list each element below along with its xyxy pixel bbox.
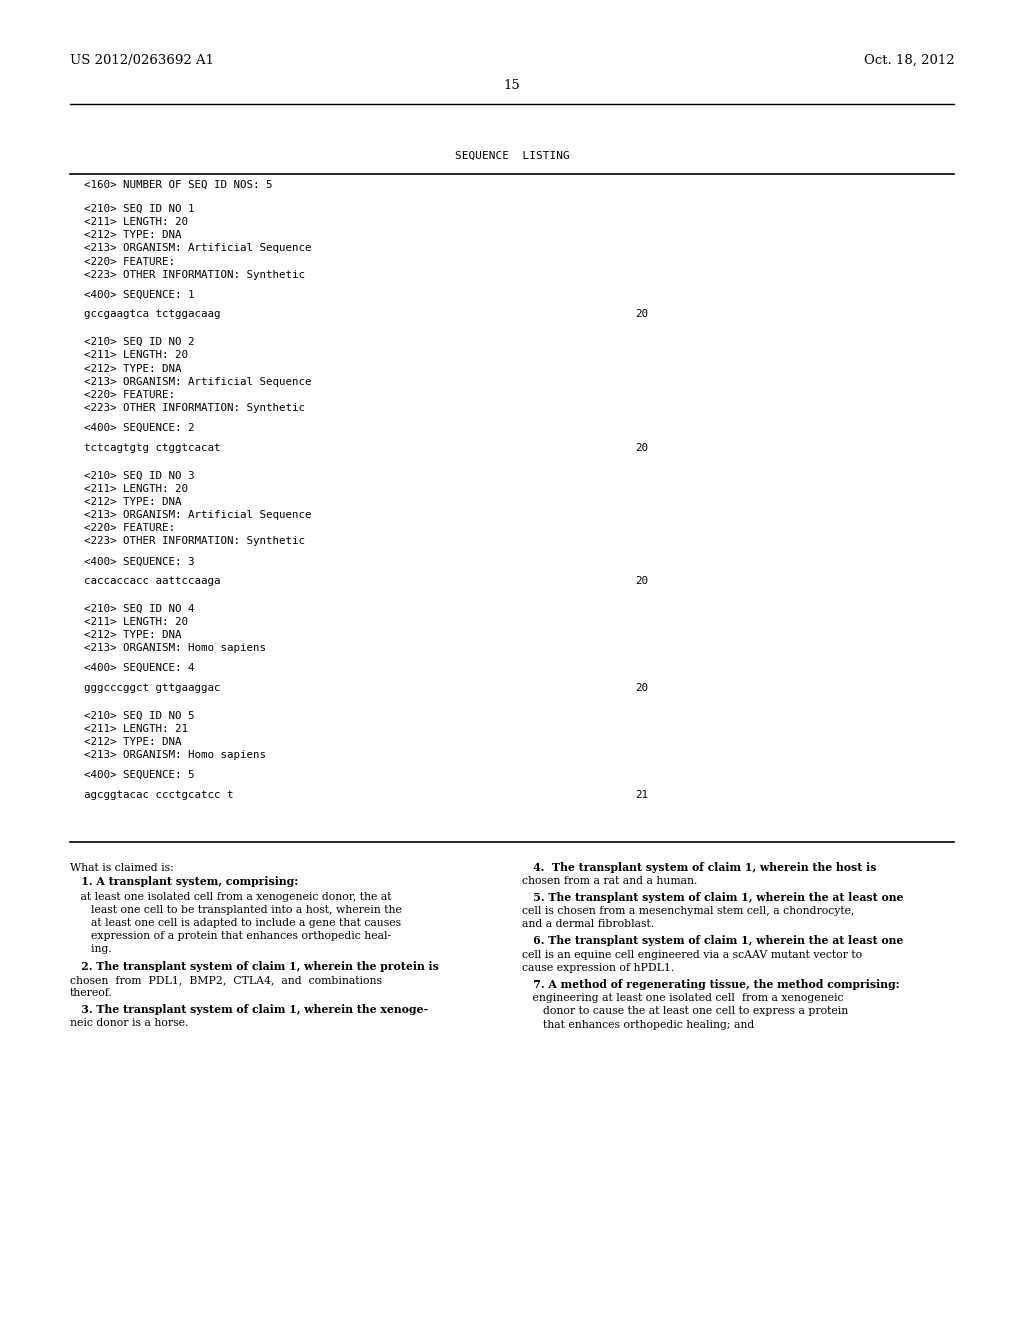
- Text: cell is chosen from a mesenchymal stem cell, a chondrocyte,: cell is chosen from a mesenchymal stem c…: [522, 906, 855, 916]
- Text: least one cell to be transplanted into a host, wherein the: least one cell to be transplanted into a…: [70, 904, 401, 915]
- Text: <211> LENGTH: 20: <211> LENGTH: 20: [84, 483, 188, 494]
- Text: <400> SEQUENCE: 4: <400> SEQUENCE: 4: [84, 663, 195, 673]
- Text: 1. A transplant system, comprising:: 1. A transplant system, comprising:: [70, 876, 298, 887]
- Text: <213> ORGANISM: Homo sapiens: <213> ORGANISM: Homo sapiens: [84, 750, 266, 760]
- Text: <223> OTHER INFORMATION: Synthetic: <223> OTHER INFORMATION: Synthetic: [84, 269, 305, 280]
- Text: engineering at least one isolated cell  from a xenogeneic: engineering at least one isolated cell f…: [522, 993, 844, 1003]
- Text: thereof.: thereof.: [70, 987, 113, 998]
- Text: <211> LENGTH: 20: <211> LENGTH: 20: [84, 350, 188, 360]
- Text: 6. The transplant system of claim 1, wherein the at least one: 6. The transplant system of claim 1, whe…: [522, 936, 903, 946]
- Text: 20: 20: [635, 576, 648, 586]
- Text: gggcccggct gttgaaggac: gggcccggct gttgaaggac: [84, 682, 220, 693]
- Text: <212> TYPE: DNA: <212> TYPE: DNA: [84, 496, 181, 507]
- Text: <211> LENGTH: 21: <211> LENGTH: 21: [84, 723, 188, 734]
- Text: What is claimed is:: What is claimed is:: [70, 862, 173, 873]
- Text: ing.: ing.: [70, 944, 112, 954]
- Text: 21: 21: [635, 789, 648, 800]
- Text: expression of a protein that enhances orthopedic heal-: expression of a protein that enhances or…: [70, 931, 391, 941]
- Text: US 2012/0263692 A1: US 2012/0263692 A1: [70, 54, 214, 67]
- Text: 4.  The transplant system of claim 1, wherein the host is: 4. The transplant system of claim 1, whe…: [522, 862, 877, 873]
- Text: <220> FEATURE:: <220> FEATURE:: [84, 523, 175, 533]
- Text: neic donor is a horse.: neic donor is a horse.: [70, 1018, 188, 1028]
- Text: <210> SEQ ID NO 3: <210> SEQ ID NO 3: [84, 470, 195, 480]
- Text: <212> TYPE: DNA: <212> TYPE: DNA: [84, 363, 181, 374]
- Text: <400> SEQUENCE: 5: <400> SEQUENCE: 5: [84, 770, 195, 780]
- Text: <213> ORGANISM: Homo sapiens: <213> ORGANISM: Homo sapiens: [84, 643, 266, 653]
- Text: 20: 20: [635, 442, 648, 453]
- Text: tctcagtgtg ctggtcacat: tctcagtgtg ctggtcacat: [84, 442, 220, 453]
- Text: <213> ORGANISM: Artificial Sequence: <213> ORGANISM: Artificial Sequence: [84, 510, 311, 520]
- Text: <211> LENGTH: 20: <211> LENGTH: 20: [84, 216, 188, 227]
- Text: that enhances orthopedic healing; and: that enhances orthopedic healing; and: [522, 1019, 755, 1030]
- Text: 3. The transplant system of claim 1, wherein the xenoge-: 3. The transplant system of claim 1, whe…: [70, 1005, 428, 1015]
- Text: <213> ORGANISM: Artificial Sequence: <213> ORGANISM: Artificial Sequence: [84, 376, 311, 387]
- Text: Oct. 18, 2012: Oct. 18, 2012: [863, 54, 954, 67]
- Text: agcggtacac ccctgcatcc t: agcggtacac ccctgcatcc t: [84, 789, 233, 800]
- Text: 20: 20: [635, 309, 648, 319]
- Text: SEQUENCE  LISTING: SEQUENCE LISTING: [455, 150, 569, 161]
- Text: at least one cell is adapted to include a gene that causes: at least one cell is adapted to include …: [70, 917, 400, 928]
- Text: <212> TYPE: DNA: <212> TYPE: DNA: [84, 737, 181, 747]
- Text: <220> FEATURE:: <220> FEATURE:: [84, 389, 175, 400]
- Text: chosen from a rat and a human.: chosen from a rat and a human.: [522, 875, 697, 886]
- Text: gccgaagtca tctggacaag: gccgaagtca tctggacaag: [84, 309, 220, 319]
- Text: <210> SEQ ID NO 4: <210> SEQ ID NO 4: [84, 603, 195, 614]
- Text: 5. The transplant system of claim 1, wherein the at least one: 5. The transplant system of claim 1, whe…: [522, 892, 904, 903]
- Text: cell is an equine cell engineered via a scAAV mutant vector to: cell is an equine cell engineered via a …: [522, 949, 862, 960]
- Text: at least one isolated cell from a xenogeneic donor, the at: at least one isolated cell from a xenoge…: [70, 891, 391, 902]
- Text: chosen  from  PDL1,  BMP2,  CTLA4,  and  combinations: chosen from PDL1, BMP2, CTLA4, and combi…: [70, 974, 382, 985]
- Text: <400> SEQUENCE: 1: <400> SEQUENCE: 1: [84, 289, 195, 300]
- Text: caccaccacc aattccaaga: caccaccacc aattccaaga: [84, 576, 220, 586]
- Text: <400> SEQUENCE: 2: <400> SEQUENCE: 2: [84, 422, 195, 433]
- Text: <223> OTHER INFORMATION: Synthetic: <223> OTHER INFORMATION: Synthetic: [84, 403, 305, 413]
- Text: <223> OTHER INFORMATION: Synthetic: <223> OTHER INFORMATION: Synthetic: [84, 536, 305, 546]
- Text: <213> ORGANISM: Artificial Sequence: <213> ORGANISM: Artificial Sequence: [84, 243, 311, 253]
- Text: <211> LENGTH: 20: <211> LENGTH: 20: [84, 616, 188, 627]
- Text: and a dermal fibroblast.: and a dermal fibroblast.: [522, 919, 654, 929]
- Text: 2. The transplant system of claim 1, wherein the protein is: 2. The transplant system of claim 1, whe…: [70, 961, 438, 972]
- Text: <160> NUMBER OF SEQ ID NOS: 5: <160> NUMBER OF SEQ ID NOS: 5: [84, 180, 272, 190]
- Text: 7. A method of regenerating tissue, the method comprising:: 7. A method of regenerating tissue, the …: [522, 979, 900, 990]
- Text: <212> TYPE: DNA: <212> TYPE: DNA: [84, 630, 181, 640]
- Text: <400> SEQUENCE: 3: <400> SEQUENCE: 3: [84, 556, 195, 566]
- Text: donor to cause the at least one cell to express a protein: donor to cause the at least one cell to …: [522, 1006, 849, 1016]
- Text: cause expression of hPDL1.: cause expression of hPDL1.: [522, 962, 675, 973]
- Text: <220> FEATURE:: <220> FEATURE:: [84, 256, 175, 267]
- Text: <210> SEQ ID NO 5: <210> SEQ ID NO 5: [84, 710, 195, 721]
- Text: <210> SEQ ID NO 1: <210> SEQ ID NO 1: [84, 203, 195, 214]
- Text: 15: 15: [504, 79, 520, 92]
- Text: <212> TYPE: DNA: <212> TYPE: DNA: [84, 230, 181, 240]
- Text: 20: 20: [635, 682, 648, 693]
- Text: <210> SEQ ID NO 2: <210> SEQ ID NO 2: [84, 337, 195, 347]
